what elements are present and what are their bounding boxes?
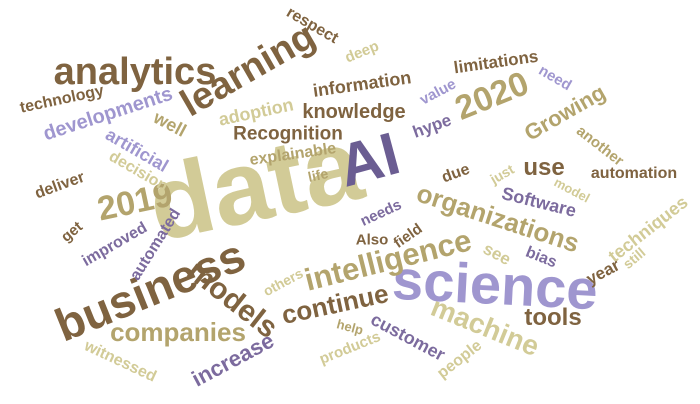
word-limitations: limitations [452, 46, 540, 78]
word-well: well [150, 107, 190, 141]
word-life: life [306, 165, 330, 185]
word-deep: deep [342, 37, 382, 67]
word-due: due [439, 160, 473, 187]
word-just: just [487, 160, 517, 188]
word-need: need [535, 61, 575, 95]
word-use: use [523, 154, 565, 181]
word-tools: tools [524, 304, 582, 331]
word-another: another [573, 122, 627, 170]
word-information: information [311, 67, 413, 101]
word-hype: hype [410, 110, 454, 142]
word-analytics: analytics [53, 51, 217, 93]
word-value: value [417, 75, 459, 109]
word-recognition: Recognition [233, 123, 343, 145]
word-knowledge: knowledge [302, 101, 406, 123]
word-get: get [57, 218, 87, 246]
word-deliver: deliver [32, 168, 87, 203]
word-techniques: techniques [604, 191, 692, 267]
word-automation: automation [590, 165, 678, 182]
word-others: others [260, 264, 306, 300]
word-also: Also [355, 231, 389, 249]
word-companies: companies [110, 317, 246, 347]
